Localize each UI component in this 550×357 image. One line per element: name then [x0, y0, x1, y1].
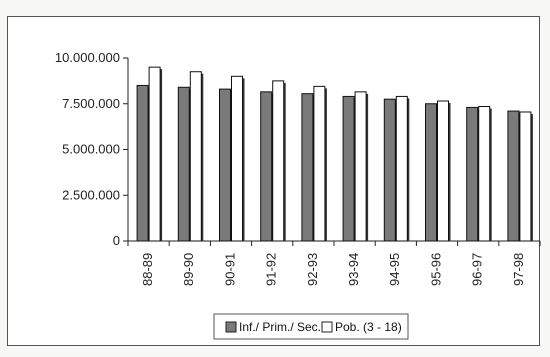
x-tick-label: 88-89: [140, 253, 155, 286]
x-tick-label: 91-92: [264, 253, 279, 286]
y-tick-label: 7.500.000: [62, 96, 120, 111]
x-tick-label: 89-90: [181, 253, 196, 286]
x-tick-label: 95-96: [428, 253, 443, 286]
legend-label-pob-3-18: Pob. (3 - 18): [335, 320, 402, 334]
bar-inf-prim-sec: [177, 86, 190, 242]
legend-swatch-pob-3-18: [321, 321, 333, 333]
x-axis: 88-89 89-90 90-91 91-92 92-93 93-94 94-95 95-96…: [127, 240, 541, 286]
bar-inf-prim-sec: [466, 106, 479, 242]
bar-inf-prim-sec: [507, 110, 520, 242]
x-tick-label: 94-95: [387, 253, 402, 286]
bar-inf-prim-sec: [260, 91, 273, 242]
bar-pob-3-18: [231, 75, 243, 242]
bar-pob-3-18: [272, 80, 285, 242]
bar-pob-3-18: [395, 95, 408, 242]
bar-inf-prim-sec: [219, 88, 231, 242]
legend: Inf./ Prim./ Sec. Pob. (3 - 18): [213, 313, 409, 340]
bar-pob-3-18: [437, 100, 449, 242]
bar-inf-prim-sec: [342, 95, 355, 242]
bar-inf-prim-sec: [383, 98, 396, 242]
bar-pob-3-18: [313, 85, 326, 242]
bar-pob-3-18: [148, 66, 161, 242]
x-tick-label: 92-93: [305, 253, 320, 286]
x-tick-label: 90-91: [222, 253, 237, 286]
bar-inf-prim-sec: [136, 84, 149, 242]
x-tick-label: 97-98: [511, 253, 526, 286]
y-tick-label: 10.000.000: [55, 50, 120, 65]
y-tick-label: 5.000.000: [62, 142, 120, 157]
x-tick-label: 96-97: [470, 253, 485, 286]
x-tick-label: 93-94: [346, 253, 361, 286]
bar-inf-prim-sec: [425, 103, 437, 242]
bar-pob-3-18: [478, 105, 491, 242]
bar-pob-3-18: [189, 71, 202, 242]
bar-inf-prim-sec: [301, 93, 314, 242]
y-axis: 0 2.500.000 5.000.000 7.500.000 10.000.000: [55, 50, 129, 248]
bar-pob-3-18: [519, 111, 532, 242]
y-tick-label: 0: [113, 233, 120, 248]
bar-pob-3-18: [354, 91, 367, 242]
legend-label-inf-prim-sec: Inf./ Prim./ Sec.: [239, 320, 321, 334]
bars: [136, 66, 533, 242]
legend-box: [213, 313, 409, 340]
y-tick-label: 2.500.000: [62, 187, 120, 202]
legend-swatch-inf-prim-sec: [225, 321, 237, 333]
